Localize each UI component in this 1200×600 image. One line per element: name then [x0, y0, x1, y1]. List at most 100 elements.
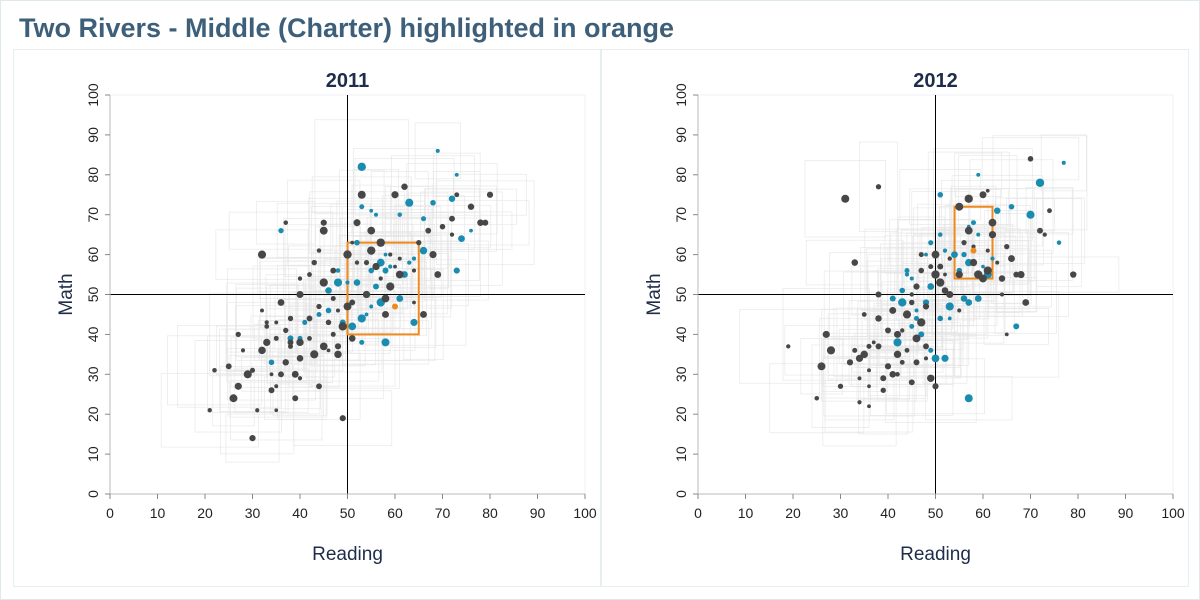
- comparison-box: [407, 185, 497, 252]
- series-gray_points: [207, 183, 494, 442]
- data-point: [904, 347, 910, 353]
- data-point: [923, 356, 929, 361]
- comparison-box: [996, 236, 1037, 313]
- comparison-box: [994, 270, 1057, 335]
- data-point: [357, 162, 366, 172]
- data-point: [867, 384, 871, 389]
- data-point: [359, 339, 365, 345]
- data-point: [961, 251, 967, 258]
- comparison-box: [267, 333, 333, 383]
- data-point: [393, 264, 397, 269]
- data-point: [875, 291, 882, 298]
- data-point: [477, 219, 484, 226]
- data-point: [243, 370, 252, 379]
- chart-panel-2012: 0 10 20 30 40 50 60 70 80 90 100 0 10 20 30 40 50 60 70 80 9…: [601, 49, 1189, 587]
- data-point: [988, 231, 997, 239]
- comparison-box: [236, 287, 317, 358]
- data-point: [260, 308, 264, 313]
- comparison-box: [955, 227, 1021, 314]
- y-tick-label: 80: [85, 167, 101, 183]
- y-tick-label: 80: [673, 167, 689, 183]
- data-point: [339, 415, 346, 422]
- data-point: [990, 256, 995, 261]
- data-point: [325, 319, 332, 326]
- data-point: [316, 383, 322, 390]
- data-point: [348, 322, 357, 331]
- data-point: [976, 232, 981, 237]
- data-point: [895, 372, 900, 377]
- data-point: [893, 338, 902, 347]
- data-point: [420, 216, 427, 222]
- comparison-box: [225, 413, 280, 463]
- data-point: [207, 408, 212, 413]
- data-point: [419, 246, 428, 255]
- comparison-box: [858, 141, 899, 232]
- comparison-box: [824, 380, 914, 433]
- comparison-box: [235, 284, 298, 361]
- comparison-box: [805, 239, 904, 286]
- comparison-box: [283, 218, 346, 307]
- y-tick-label: 0: [85, 490, 101, 498]
- data-point: [449, 232, 455, 237]
- data-point: [274, 408, 279, 413]
- comparison-box: [284, 260, 354, 353]
- data-point: [292, 395, 299, 402]
- data-point: [964, 226, 973, 235]
- data-point: [1008, 255, 1015, 263]
- data-point: [434, 271, 442, 278]
- data-point: [880, 387, 886, 393]
- data-point: [350, 240, 355, 245]
- data-point: [846, 359, 854, 366]
- x-tick-label: 10: [150, 505, 166, 521]
- data-point: [249, 435, 256, 442]
- data-point: [343, 250, 352, 259]
- x-tick-label: 60: [387, 505, 403, 521]
- data-point: [348, 335, 356, 342]
- data-point: [405, 198, 414, 207]
- data-point: [411, 268, 417, 273]
- y-tick-label: 50: [673, 287, 689, 303]
- comparison-box: [916, 251, 965, 314]
- data-point: [330, 331, 336, 337]
- comparison-box: [194, 340, 282, 433]
- x-tick-label: 70: [435, 505, 451, 521]
- comparison-box: [784, 325, 878, 376]
- x-tick-label: 50: [928, 505, 944, 521]
- comparison-box: [950, 188, 1035, 282]
- comparison-box: [927, 151, 1010, 246]
- y-tick-label: 70: [673, 207, 689, 223]
- data-point: [381, 294, 390, 303]
- data-point: [957, 308, 962, 313]
- data-point: [319, 226, 328, 235]
- data-point: [969, 258, 978, 267]
- data-point: [899, 287, 906, 294]
- data-point: [1070, 271, 1077, 278]
- data-point: [277, 299, 285, 306]
- chart-title: 2011: [326, 70, 369, 92]
- data-point: [449, 215, 455, 222]
- data-point: [429, 251, 437, 259]
- data-point: [297, 376, 303, 381]
- comparison-box: [215, 229, 309, 280]
- comparison-box: [819, 318, 900, 399]
- y-axis-title: Math: [56, 273, 77, 315]
- comparison-box: [984, 209, 1030, 284]
- data-point: [374, 212, 378, 217]
- data-point: [269, 372, 274, 377]
- data-point: [397, 212, 402, 217]
- data-point: [235, 331, 241, 338]
- data-point: [912, 334, 921, 343]
- data-point: [826, 346, 836, 355]
- data-point: [889, 371, 897, 378]
- data-point: [994, 207, 1001, 214]
- data-point: [367, 226, 376, 235]
- comparison-box: [378, 253, 450, 288]
- data-point: [343, 302, 352, 311]
- y-tick-label: 100: [673, 83, 689, 107]
- data-point: [1035, 178, 1045, 187]
- data-point: [435, 148, 440, 153]
- series-blue_points: [268, 148, 473, 366]
- data-point: [382, 310, 389, 318]
- data-point: [1047, 208, 1052, 214]
